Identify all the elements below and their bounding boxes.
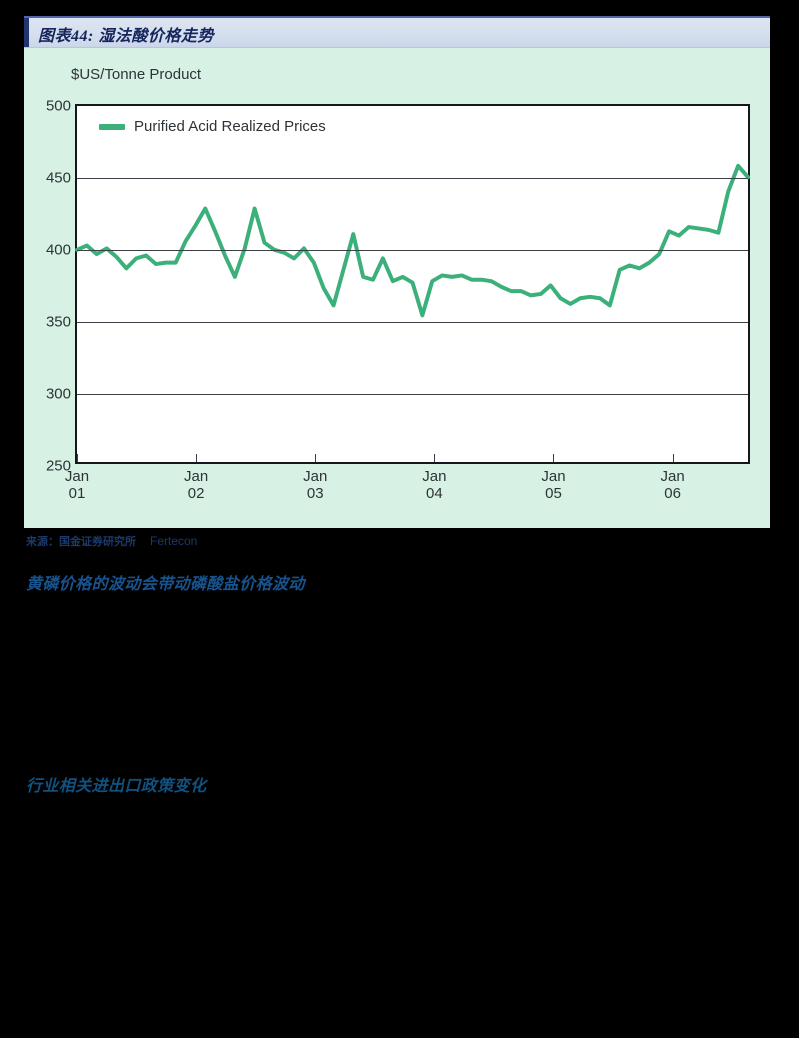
plot-inner: Purified Acid Realized Prices 250 300 350 4… [46, 98, 750, 502]
source-line: 来源：国金证券研究所 Fertecon [26, 533, 197, 549]
section-heading-phosphorus-price: 黄磷价格的波动会带动磷酸盐价格波动 [26, 576, 305, 593]
x-axis-tick [553, 454, 555, 462]
x-axis-tick [434, 454, 436, 462]
x-axis-tick [315, 454, 317, 462]
y-axis-tick-label: 400 [45, 241, 71, 259]
y-axis-title: $US/Tonne Product [71, 66, 202, 83]
y-axis-tick-label: 300 [45, 385, 71, 403]
y-axis-tick-label: 250 [45, 457, 71, 475]
x-axis-tick [672, 454, 674, 462]
x-axis-tick-label: Jan 05 [541, 468, 566, 502]
y-axis-tick-label: 500 [45, 97, 71, 115]
legend-label: Purified Acid Realized Prices [134, 118, 326, 135]
figure-title: 图表44: 湿法酸价格走势 [38, 28, 214, 45]
gridline-y-300 [77, 394, 748, 395]
y-axis-tick-label: 350 [45, 313, 71, 331]
y-axis-tick-label: 450 [45, 169, 71, 187]
gridline-y-400 [77, 250, 748, 251]
gridline-y-450 [77, 178, 748, 179]
figure-header-bar: 图表44: 湿法酸价格走势 [24, 16, 770, 48]
x-axis-tick-label: Jan 01 [64, 468, 90, 502]
x-axis-tick-label: Jan 02 [184, 468, 209, 502]
source-provider: Fertecon [150, 534, 198, 548]
series-line-chart [75, 163, 750, 318]
gridline-y-350 [77, 322, 748, 323]
figure-header-accent [24, 18, 29, 47]
x-axis-tick-label: Jan 04 [422, 468, 447, 502]
x-axis-tick-label: Jan 06 [660, 468, 685, 502]
source-prefix: 来源：国金证券研究所 [26, 536, 136, 548]
x-axis-tick-label: Jan 03 [303, 468, 328, 502]
section-heading-trade-policy: 行业相关进出口政策变化 [26, 778, 207, 795]
chart-panel: $US/Tonne Product Purified Acid Realized… [24, 48, 770, 528]
legend-color-swatch [99, 123, 125, 130]
series-polyline [75, 163, 750, 318]
x-axis-tick [196, 454, 198, 462]
chart-legend: Purified Acid Realized Prices [99, 118, 326, 135]
plot-area: Purified Acid Realized Prices 250 300 350 4… [46, 98, 750, 502]
x-axis-tick [77, 454, 78, 462]
